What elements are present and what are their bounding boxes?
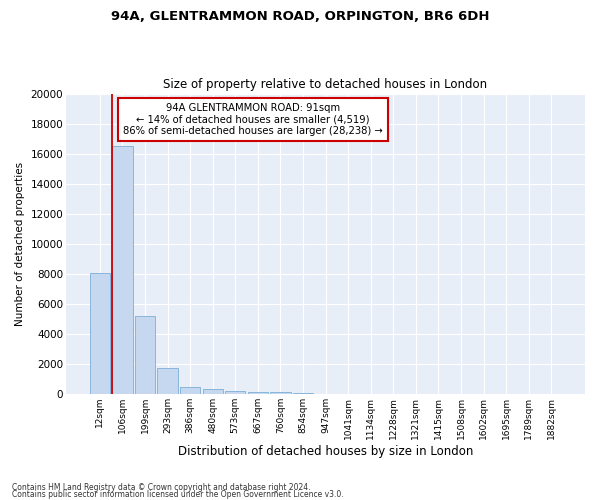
Title: Size of property relative to detached houses in London: Size of property relative to detached ho… [163,78,488,91]
Y-axis label: Number of detached properties: Number of detached properties [15,162,25,326]
Text: 94A GLENTRAMMON ROAD: 91sqm
← 14% of detached houses are smaller (4,519)
86% of : 94A GLENTRAMMON ROAD: 91sqm ← 14% of det… [123,102,383,136]
Text: Contains HM Land Registry data © Crown copyright and database right 2024.: Contains HM Land Registry data © Crown c… [12,484,311,492]
Bar [112,146,133,394]
Bar [203,389,223,394]
Bar [293,393,313,394]
Text: 94A, GLENTRAMMON ROAD, ORPINGTON, BR6 6DH: 94A, GLENTRAMMON ROAD, ORPINGTON, BR6 6D… [111,10,489,23]
Bar [180,388,200,394]
Bar [225,391,245,394]
Bar [270,392,290,394]
Bar [248,392,268,394]
Text: Contains public sector information licensed under the Open Government Licence v3: Contains public sector information licen… [12,490,344,499]
X-axis label: Distribution of detached houses by size in London: Distribution of detached houses by size … [178,444,473,458]
Bar [89,273,110,394]
Bar [157,368,178,394]
Bar [135,316,155,394]
